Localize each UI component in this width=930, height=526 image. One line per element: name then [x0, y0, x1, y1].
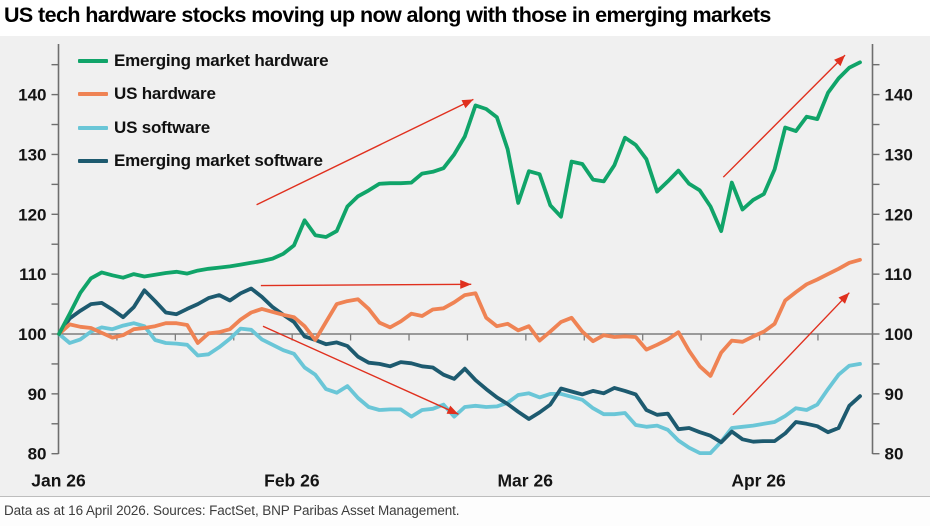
legend-swatch-orange: [78, 92, 108, 97]
trend-arrow-line: [732, 292, 850, 416]
legend-swatch-lightblue: [78, 125, 108, 130]
y-axis-label-right: 110: [885, 265, 912, 284]
trend-arrow-head: [838, 292, 850, 304]
trend-arrow-head: [834, 55, 846, 67]
trend-arrow-head: [461, 99, 474, 109]
legend-item-emerging-market-hardware: Emerging market hardware: [78, 44, 329, 78]
x-axis-label: Mar 26: [497, 471, 553, 491]
trend-arrow-line: [260, 283, 472, 287]
x-axis-label: Apr 26: [731, 471, 786, 491]
legend-label: Emerging market software: [114, 151, 323, 171]
footer-bar: Data as at 16 April 2026. Sources: FactS…: [0, 496, 930, 526]
y-axis-label-right: 100: [885, 325, 913, 344]
legend-item-us-software: US software: [78, 111, 328, 145]
y-axis-label-left: 80: [28, 445, 47, 464]
x-axis-label: Jan 26: [31, 471, 86, 491]
y-axis-label-right: 130: [885, 145, 913, 164]
y-axis-label-right: 80: [885, 445, 904, 464]
series-line-emerging-market-software: [57, 286, 862, 445]
trend-arrow-line: [722, 54, 846, 178]
y-axis-label-left: 130: [18, 145, 46, 164]
legend-item-us-hardware: US hardware: [78, 78, 328, 112]
y-axis-label-left: 110: [19, 265, 46, 284]
series-line-us-hardware: [57, 257, 862, 378]
title-bar: US tech hardware stocks moving up now al…: [0, 0, 930, 36]
legend-swatch-darkteal: [78, 159, 108, 164]
page-title: US tech hardware stocks moving up now al…: [4, 3, 771, 27]
legend-label: Emerging market hardware: [114, 50, 329, 70]
legend-swatch-green: [78, 58, 108, 63]
chart-area: 80 80 90 90 100 100 110 110 120 120 130 130 140 140 Ja…: [0, 36, 930, 496]
x-axis-label: Feb 26: [264, 471, 320, 491]
line-chart: 80 80 90 90 100 100 110 110 120 120 130 130 140 140 Ja…: [18, 44, 913, 491]
trend-arrow-head: [446, 405, 459, 415]
legend-label: US hardware: [114, 84, 216, 104]
y-axis-label-left: 140: [18, 86, 46, 105]
y-axis-label-left: 100: [18, 325, 46, 344]
y-axis-label-right: 90: [885, 385, 904, 404]
trend-arrow-line: [256, 98, 474, 206]
trend-arrow-line: [262, 325, 459, 415]
legend-label: US software: [114, 117, 211, 137]
trend-arrow-head: [460, 279, 472, 289]
series-line-emerging-market-hardware: [57, 60, 862, 336]
chart-legend: Emerging market hardware US hardware US …: [78, 44, 329, 179]
source-note: Data as at 16 April 2026. Sources: FactS…: [4, 503, 460, 518]
y-axis-label-right: 140: [885, 86, 913, 105]
y-axis-label-right: 120: [885, 205, 913, 224]
y-axis-label-left: 120: [18, 205, 46, 224]
legend-item-emerging-market-software: Emerging market software: [78, 145, 328, 179]
y-axis-label-left: 90: [28, 385, 47, 404]
